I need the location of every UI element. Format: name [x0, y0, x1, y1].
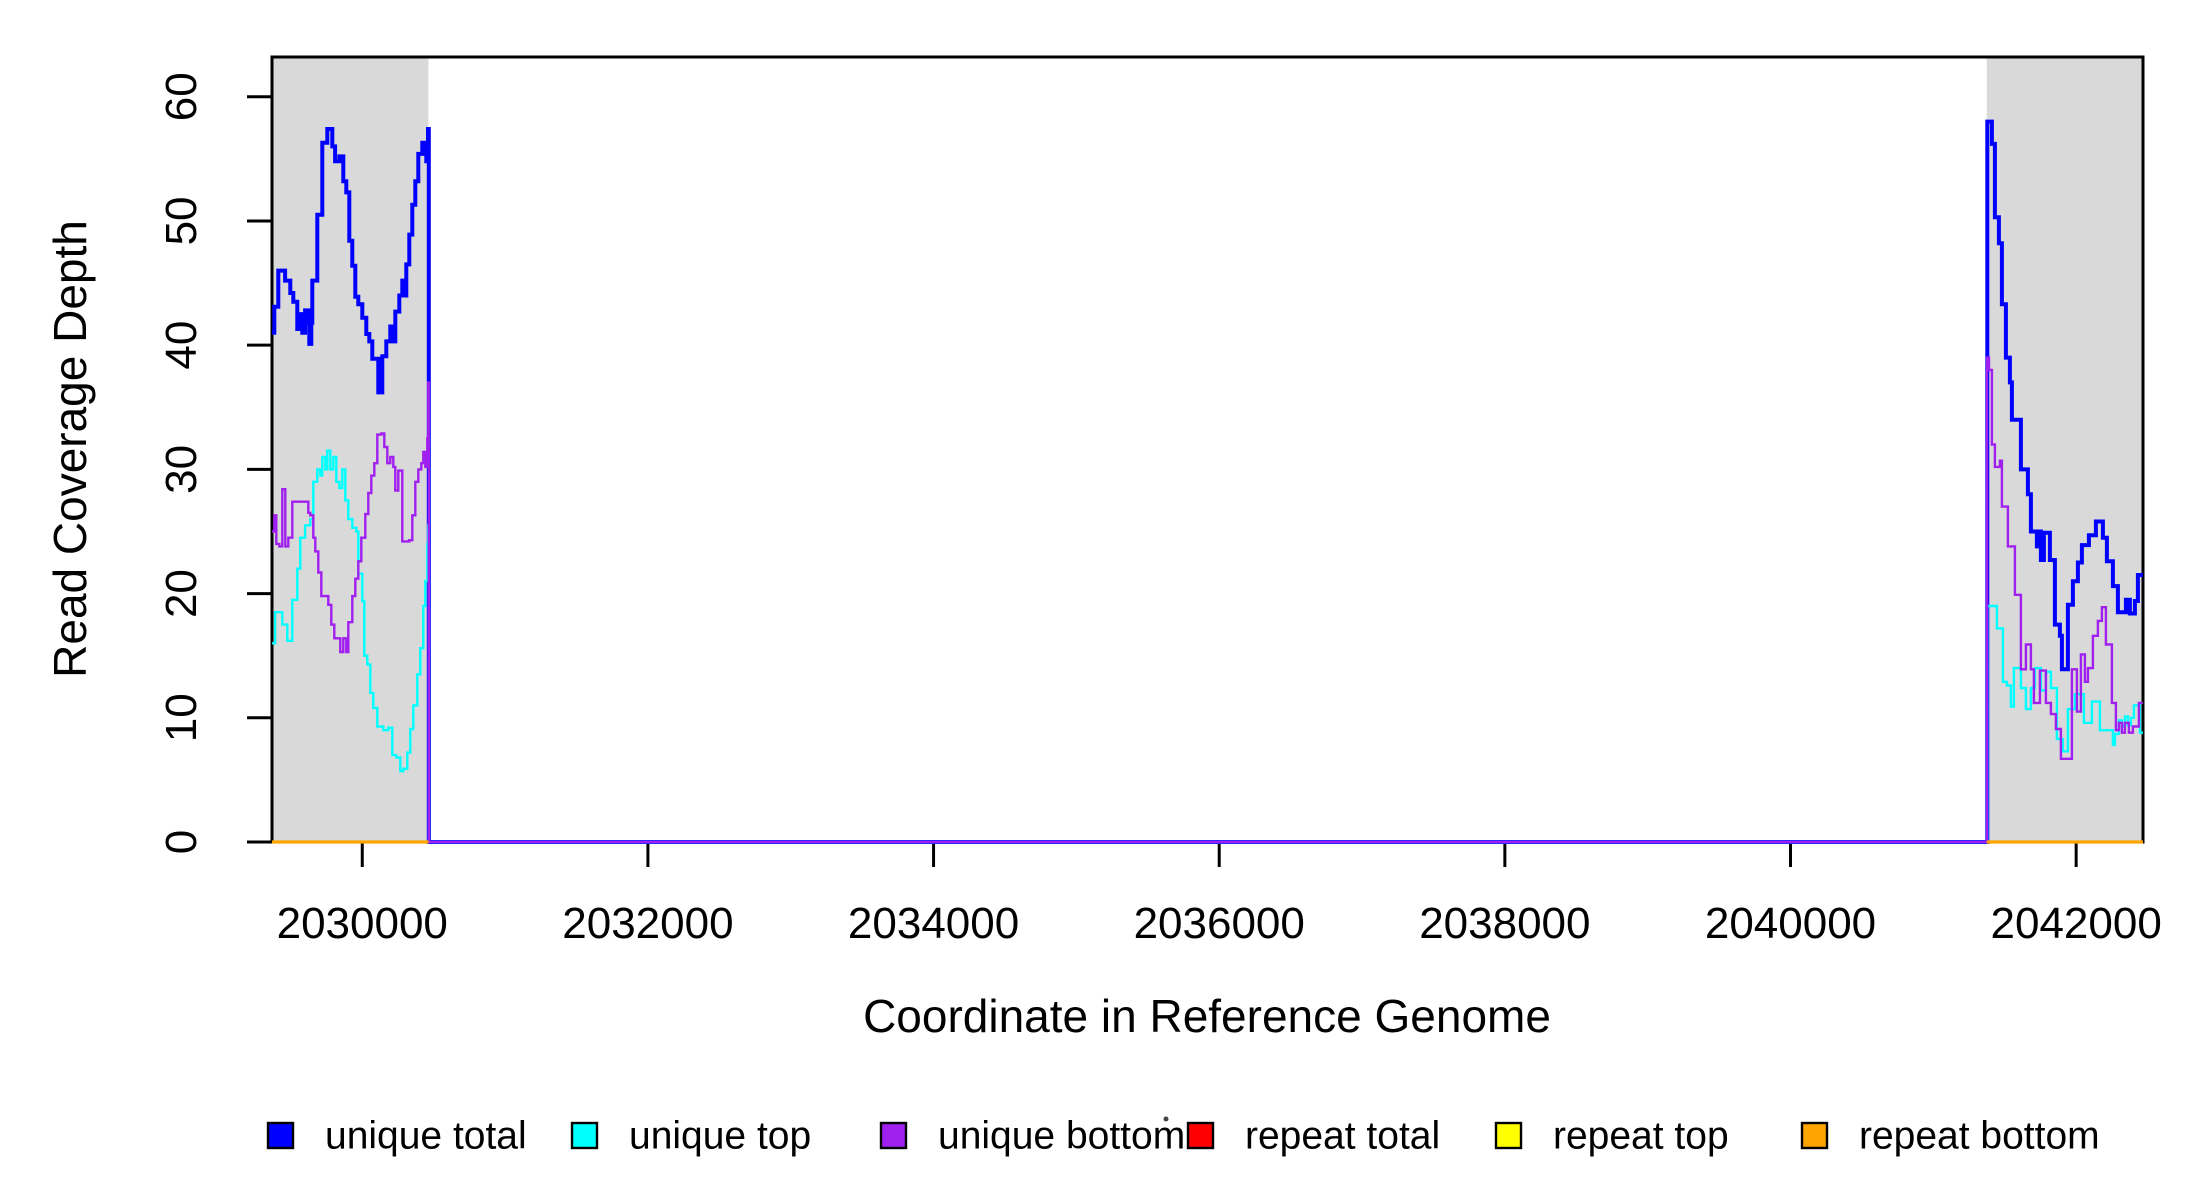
- series-line-unique-bottom: [272, 356, 2143, 844]
- series-line-unique-top: [272, 449, 2143, 844]
- x-tick-label: 2042000: [1991, 899, 2162, 948]
- legend-label-repeat-total: repeat total: [1245, 1115, 1440, 1158]
- legend-swatch-unique-top: [570, 1121, 599, 1150]
- x-tick-label: 2040000: [1705, 899, 1876, 948]
- axes: 2030000 2032000 2034000 2036000 2038000 20400…: [157, 55, 2162, 948]
- y-tick-label: 30: [157, 445, 206, 494]
- x-axis-title: Coordinate in Reference Genome: [863, 990, 1551, 1042]
- legend-swatch-unique-bottom: [879, 1121, 908, 1150]
- legend-swatch-repeat-top: [1494, 1121, 1523, 1150]
- legend-label-unique-bottom: unique bottom: [938, 1115, 1185, 1158]
- y-tick-label: 60: [157, 72, 206, 121]
- legend-label-repeat-bottom: repeat bottom: [1859, 1115, 2100, 1158]
- y-tick-label: 50: [157, 196, 206, 245]
- series-line-unique-total: [272, 119, 2143, 844]
- repeat-region-shading: [272, 57, 429, 842]
- legend-label-repeat-top: repeat top: [1553, 1115, 1729, 1158]
- legend: unique total unique top unique bottom repea…: [266, 1115, 2100, 1158]
- plot-frame: [270, 55, 2145, 844]
- y-tick-label: 10: [157, 693, 206, 742]
- y-tick-label: 20: [157, 569, 206, 618]
- y-axis-title: Read Coverage Depth: [44, 220, 96, 678]
- legend-label-unique-top: unique top: [629, 1115, 811, 1158]
- legend-swatch-repeat-bottom: [1800, 1121, 1829, 1150]
- x-tick-label: 2032000: [562, 899, 733, 948]
- x-tick-label: 2038000: [1419, 899, 1590, 948]
- y-tick-label: 40: [157, 321, 206, 370]
- shaded-repeat-regions: [272, 57, 2143, 842]
- legend-swatch-unique-total: [266, 1121, 295, 1150]
- y-tick-label: 0: [157, 830, 206, 854]
- stray-dot: [1163, 1116, 1169, 1122]
- series-lines: [272, 119, 2143, 844]
- legend-label-unique-total: unique total: [325, 1115, 527, 1158]
- x-tick-label: 2036000: [1134, 899, 1305, 948]
- legend-swatch-repeat-total: [1186, 1121, 1215, 1150]
- x-tick-label: 2030000: [277, 899, 448, 948]
- x-tick-label: 2034000: [848, 899, 1019, 948]
